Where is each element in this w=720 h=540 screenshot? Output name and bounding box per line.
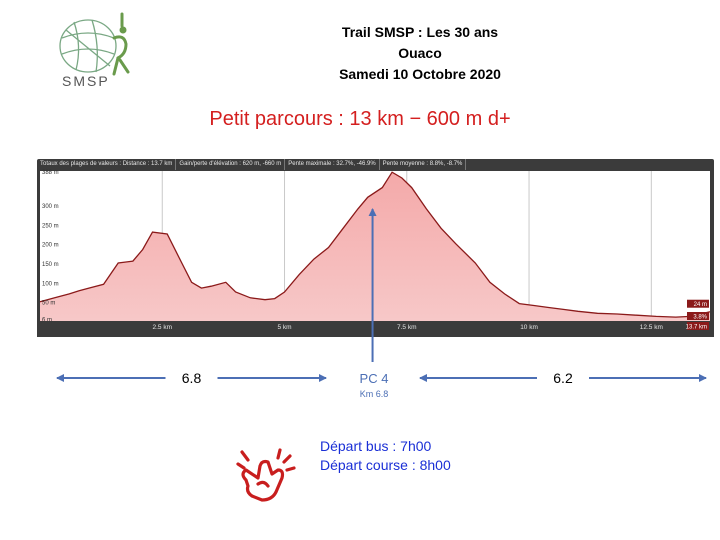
- event-title: Trail SMSP : Les 30 ans: [341, 24, 499, 40]
- segment-distance-label: 6.8: [182, 370, 202, 386]
- elevation-line: [39, 171, 711, 318]
- end-elevation-label-box: [687, 299, 709, 308]
- x-tick-label: 7.5 km: [397, 324, 417, 331]
- end-grade-label-box: [687, 312, 709, 320]
- stat-gain: Gain/perte d'élévation : 620 m, -660 m: [176, 159, 286, 170]
- checkpoint-label: PC 4: [359, 371, 389, 386]
- stat-distance: Totaux des plages de valeurs : Distance …: [37, 159, 177, 170]
- y-tick-label: 250 m: [42, 223, 59, 229]
- elevation-profile-panel: Totaux des plages de valeurs : Distance …: [37, 159, 714, 337]
- stat-max-slope: Pente maximale : 32.7%, -46.9%: [285, 159, 380, 170]
- elevation-area: [40, 172, 710, 321]
- x-tick-label: 2.5 km: [153, 324, 173, 331]
- elevation-chart: 388 m 300 m 250 m 200 m 150 m 100 m 50 m 6 m 2.…: [37, 170, 714, 337]
- end-elevation-label: 24 m: [694, 302, 707, 308]
- y-tick-label: 6 m: [42, 318, 52, 324]
- smsp-logo: SMSP: [52, 8, 138, 90]
- end-distance-label-box: [687, 322, 709, 330]
- page-header: Trail SMSP : Les 30 ans Ouaco Samedi 10 …: [230, 22, 610, 85]
- schedule-block: Départ bus : 7h00 Départ course : 8h00: [320, 437, 451, 475]
- y-tick-label: 388 m: [42, 170, 59, 176]
- x-tick-label: 12.5 km: [640, 324, 663, 331]
- race-departure: Départ course : 8h00: [320, 457, 451, 473]
- y-tick-label: 300 m: [42, 204, 59, 210]
- end-distance-label: 13.7 km: [686, 325, 707, 331]
- y-tick-label: 200 m: [42, 243, 59, 249]
- stat-avg-slope: Pente moyenne : 8.8%, -8.7%: [380, 159, 467, 170]
- y-tick-label: 100 m: [42, 281, 59, 287]
- y-tick-label: 50 m: [42, 301, 55, 307]
- x-tick-label: 10 km: [520, 324, 538, 331]
- x-tick-label: 5 km: [277, 324, 291, 331]
- stats-bar: Totaux des plages de valeurs : Distance …: [37, 159, 714, 170]
- logo-text: SMSP: [62, 73, 110, 89]
- segment-distance-label: 6.2: [553, 370, 573, 386]
- end-grade-label: 3.8%: [693, 315, 707, 321]
- checkpoint-km: Km 6.8: [359, 389, 389, 399]
- x-axis-band: [37, 321, 714, 337]
- event-location: Ouaco: [398, 45, 442, 61]
- smsp-logo-icon: SMSP: [59, 12, 130, 89]
- shaka-hand-icon: [232, 440, 304, 512]
- course-subtitle: Petit parcours : 13 km − 600 m d+: [209, 108, 511, 130]
- bus-departure: Départ bus : 7h00: [320, 438, 432, 454]
- event-date: Samedi 10 Octobre 2020: [339, 66, 501, 82]
- y-tick-label: 150 m: [42, 262, 59, 268]
